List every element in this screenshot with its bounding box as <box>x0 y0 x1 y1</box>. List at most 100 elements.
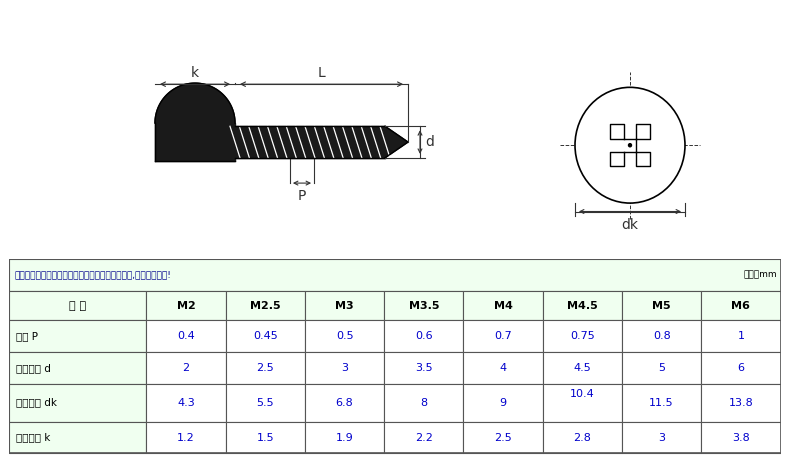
Text: 4: 4 <box>499 363 506 373</box>
Bar <box>305 384 384 422</box>
Text: 9: 9 <box>499 397 506 408</box>
Text: 单位：mm: 单位：mm <box>743 271 777 280</box>
Bar <box>543 352 622 384</box>
Bar <box>146 320 226 352</box>
Text: dk: dk <box>622 218 638 232</box>
Polygon shape <box>610 139 650 151</box>
Text: 3.8: 3.8 <box>732 432 750 443</box>
Text: M2.5: M2.5 <box>250 301 280 311</box>
Bar <box>464 352 543 384</box>
Text: 6.8: 6.8 <box>336 397 353 408</box>
Bar <box>305 422 384 453</box>
Text: M5: M5 <box>653 301 671 311</box>
Text: 1: 1 <box>737 331 744 341</box>
Text: M2: M2 <box>177 301 195 311</box>
Bar <box>146 352 226 384</box>
Bar <box>543 320 622 352</box>
Polygon shape <box>235 126 385 158</box>
Text: 2.5: 2.5 <box>495 432 512 443</box>
Text: 4.3: 4.3 <box>177 397 195 408</box>
Text: 头部直径 dk: 头部直径 dk <box>16 397 57 408</box>
Bar <box>702 352 781 384</box>
Polygon shape <box>385 126 408 158</box>
Text: 0.6: 0.6 <box>415 331 433 341</box>
Bar <box>9 384 146 422</box>
Bar <box>384 384 464 422</box>
Text: P: P <box>298 189 307 203</box>
Text: 3: 3 <box>658 432 665 443</box>
Polygon shape <box>155 83 235 123</box>
Bar <box>146 422 226 453</box>
Text: d: d <box>425 135 434 149</box>
Bar <box>702 291 781 320</box>
Bar <box>226 352 305 384</box>
Text: 0.4: 0.4 <box>177 331 195 341</box>
Text: 以下为单批测量数据，可能稍有误差，以实际为准,介意者请慎拍!: 以下为单批测量数据，可能稍有误差，以实际为准,介意者请慎拍! <box>15 271 171 280</box>
Text: 0.8: 0.8 <box>653 331 671 341</box>
Bar <box>622 320 702 352</box>
Text: 3: 3 <box>341 363 348 373</box>
Bar <box>622 352 702 384</box>
Bar <box>226 291 305 320</box>
Bar <box>622 422 702 453</box>
Text: 5.5: 5.5 <box>257 397 274 408</box>
Bar <box>464 291 543 320</box>
Text: M4.5: M4.5 <box>567 301 598 311</box>
Text: k: k <box>191 66 199 80</box>
Bar <box>622 291 702 320</box>
Text: 8: 8 <box>420 397 427 408</box>
Bar <box>543 384 622 422</box>
Bar <box>146 384 226 422</box>
Bar <box>384 422 464 453</box>
Text: 0.5: 0.5 <box>336 331 353 341</box>
Text: 11.5: 11.5 <box>649 397 674 408</box>
Bar <box>464 422 543 453</box>
Bar <box>543 291 622 320</box>
Text: 5: 5 <box>658 363 665 373</box>
Bar <box>226 320 305 352</box>
Bar <box>305 352 384 384</box>
Polygon shape <box>624 124 636 166</box>
Bar <box>226 384 305 422</box>
Bar <box>9 320 146 352</box>
Text: 0.45: 0.45 <box>253 331 278 341</box>
Bar <box>305 291 384 320</box>
Bar <box>9 422 146 453</box>
Text: M3: M3 <box>335 301 354 311</box>
Text: 荑纹直径 d: 荑纹直径 d <box>16 363 51 373</box>
Bar <box>384 291 464 320</box>
Bar <box>702 422 781 453</box>
Bar <box>9 259 781 291</box>
Text: 2.5: 2.5 <box>257 363 274 373</box>
Text: 2.2: 2.2 <box>415 432 433 443</box>
Bar <box>146 291 226 320</box>
Bar <box>464 320 543 352</box>
Bar <box>622 384 702 422</box>
Text: 4.5: 4.5 <box>574 363 591 373</box>
Text: 头部厚度 k: 头部厚度 k <box>16 432 50 443</box>
Text: 6: 6 <box>737 363 744 373</box>
Text: 3.5: 3.5 <box>415 363 433 373</box>
Text: M6: M6 <box>732 301 750 311</box>
Text: M4: M4 <box>494 301 513 311</box>
Bar <box>464 384 543 422</box>
Text: 10.4: 10.4 <box>570 389 595 399</box>
Bar <box>702 384 781 422</box>
Bar <box>384 320 464 352</box>
Polygon shape <box>155 123 235 161</box>
Text: 2: 2 <box>182 363 190 373</box>
Bar <box>9 291 146 320</box>
Bar <box>543 422 622 453</box>
Text: M3.5: M3.5 <box>408 301 439 311</box>
Text: 0.75: 0.75 <box>570 331 595 341</box>
Text: L: L <box>318 66 325 80</box>
Bar <box>702 320 781 352</box>
Text: 1.9: 1.9 <box>336 432 353 443</box>
Text: 1.2: 1.2 <box>177 432 195 443</box>
Text: 0.7: 0.7 <box>495 331 512 341</box>
Bar <box>384 352 464 384</box>
Bar <box>226 422 305 453</box>
Text: 1.5: 1.5 <box>257 432 274 443</box>
Text: 荑距 P: 荑距 P <box>16 331 38 341</box>
Circle shape <box>629 144 631 147</box>
